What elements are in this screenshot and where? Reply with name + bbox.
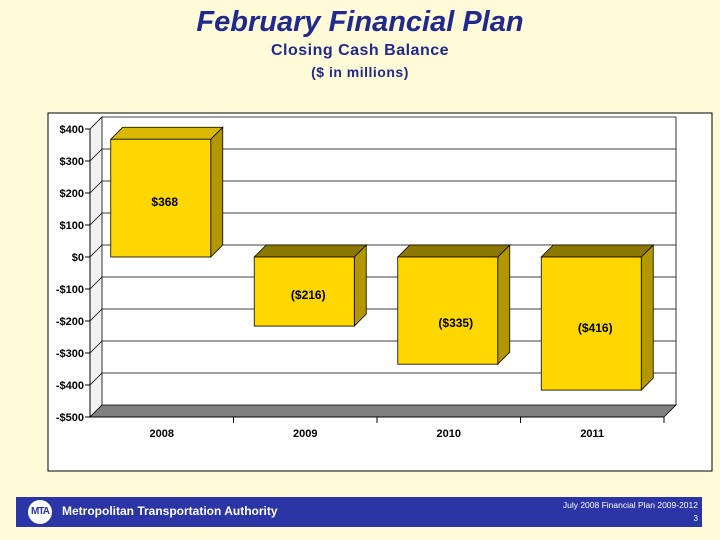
y-tick-label: $100 <box>60 220 84 232</box>
slide-title: February Financial Plan <box>196 6 524 38</box>
data-label: ($216) <box>291 288 326 302</box>
gridline <box>89 148 676 162</box>
bar <box>397 256 499 365</box>
gridline <box>89 180 676 194</box>
data-label: ($416) <box>578 321 613 335</box>
units-label: ($ in millions) <box>311 64 409 80</box>
y-tick-label: $400 <box>60 124 84 136</box>
plan-label: July 2008 Financial Plan 2009-2012 <box>562 500 698 510</box>
x-tick-label: 2008 <box>150 428 174 440</box>
y-tick-label: $300 <box>60 156 84 168</box>
gridline <box>89 372 676 386</box>
bar-top <box>396 244 511 258</box>
y-tick-label: -$100 <box>56 284 84 296</box>
x-tick-label: 2009 <box>293 428 317 440</box>
y-tick-label: -$500 <box>56 412 84 424</box>
footer-bar: MTA Metropolitan Transportation Authorit… <box>16 497 702 527</box>
bar <box>540 256 642 391</box>
y-tick-label: $200 <box>60 188 84 200</box>
plot-back-wall <box>90 117 676 417</box>
organization-name: Metropolitan Transportation Authority <box>62 504 278 518</box>
mta-logo: MTA <box>28 500 52 524</box>
y-tick-label: $0 <box>72 252 84 264</box>
plot-floor <box>89 404 677 418</box>
plot-side-wall <box>89 116 103 418</box>
bar <box>110 138 212 258</box>
y-tick-label: -$300 <box>56 348 84 360</box>
chart-subtitle: Closing Cash Balance <box>270 42 450 59</box>
bar-side <box>353 244 367 328</box>
bar-top <box>109 126 224 140</box>
gridline <box>89 212 676 226</box>
bar-side <box>640 244 654 392</box>
x-tick-label: 2011 <box>580 428 604 440</box>
bar-top <box>540 244 655 258</box>
page-number: 3 <box>693 514 698 523</box>
y-tick-label: -$200 <box>56 316 84 328</box>
x-tick-label: 2010 <box>437 428 461 440</box>
data-label: $368 <box>151 195 178 209</box>
bar <box>253 256 355 327</box>
bar-top <box>253 244 368 258</box>
bar-side <box>210 126 224 258</box>
data-label: ($335) <box>438 316 473 330</box>
bar-side <box>497 244 511 366</box>
y-tick-label: -$400 <box>56 380 84 392</box>
